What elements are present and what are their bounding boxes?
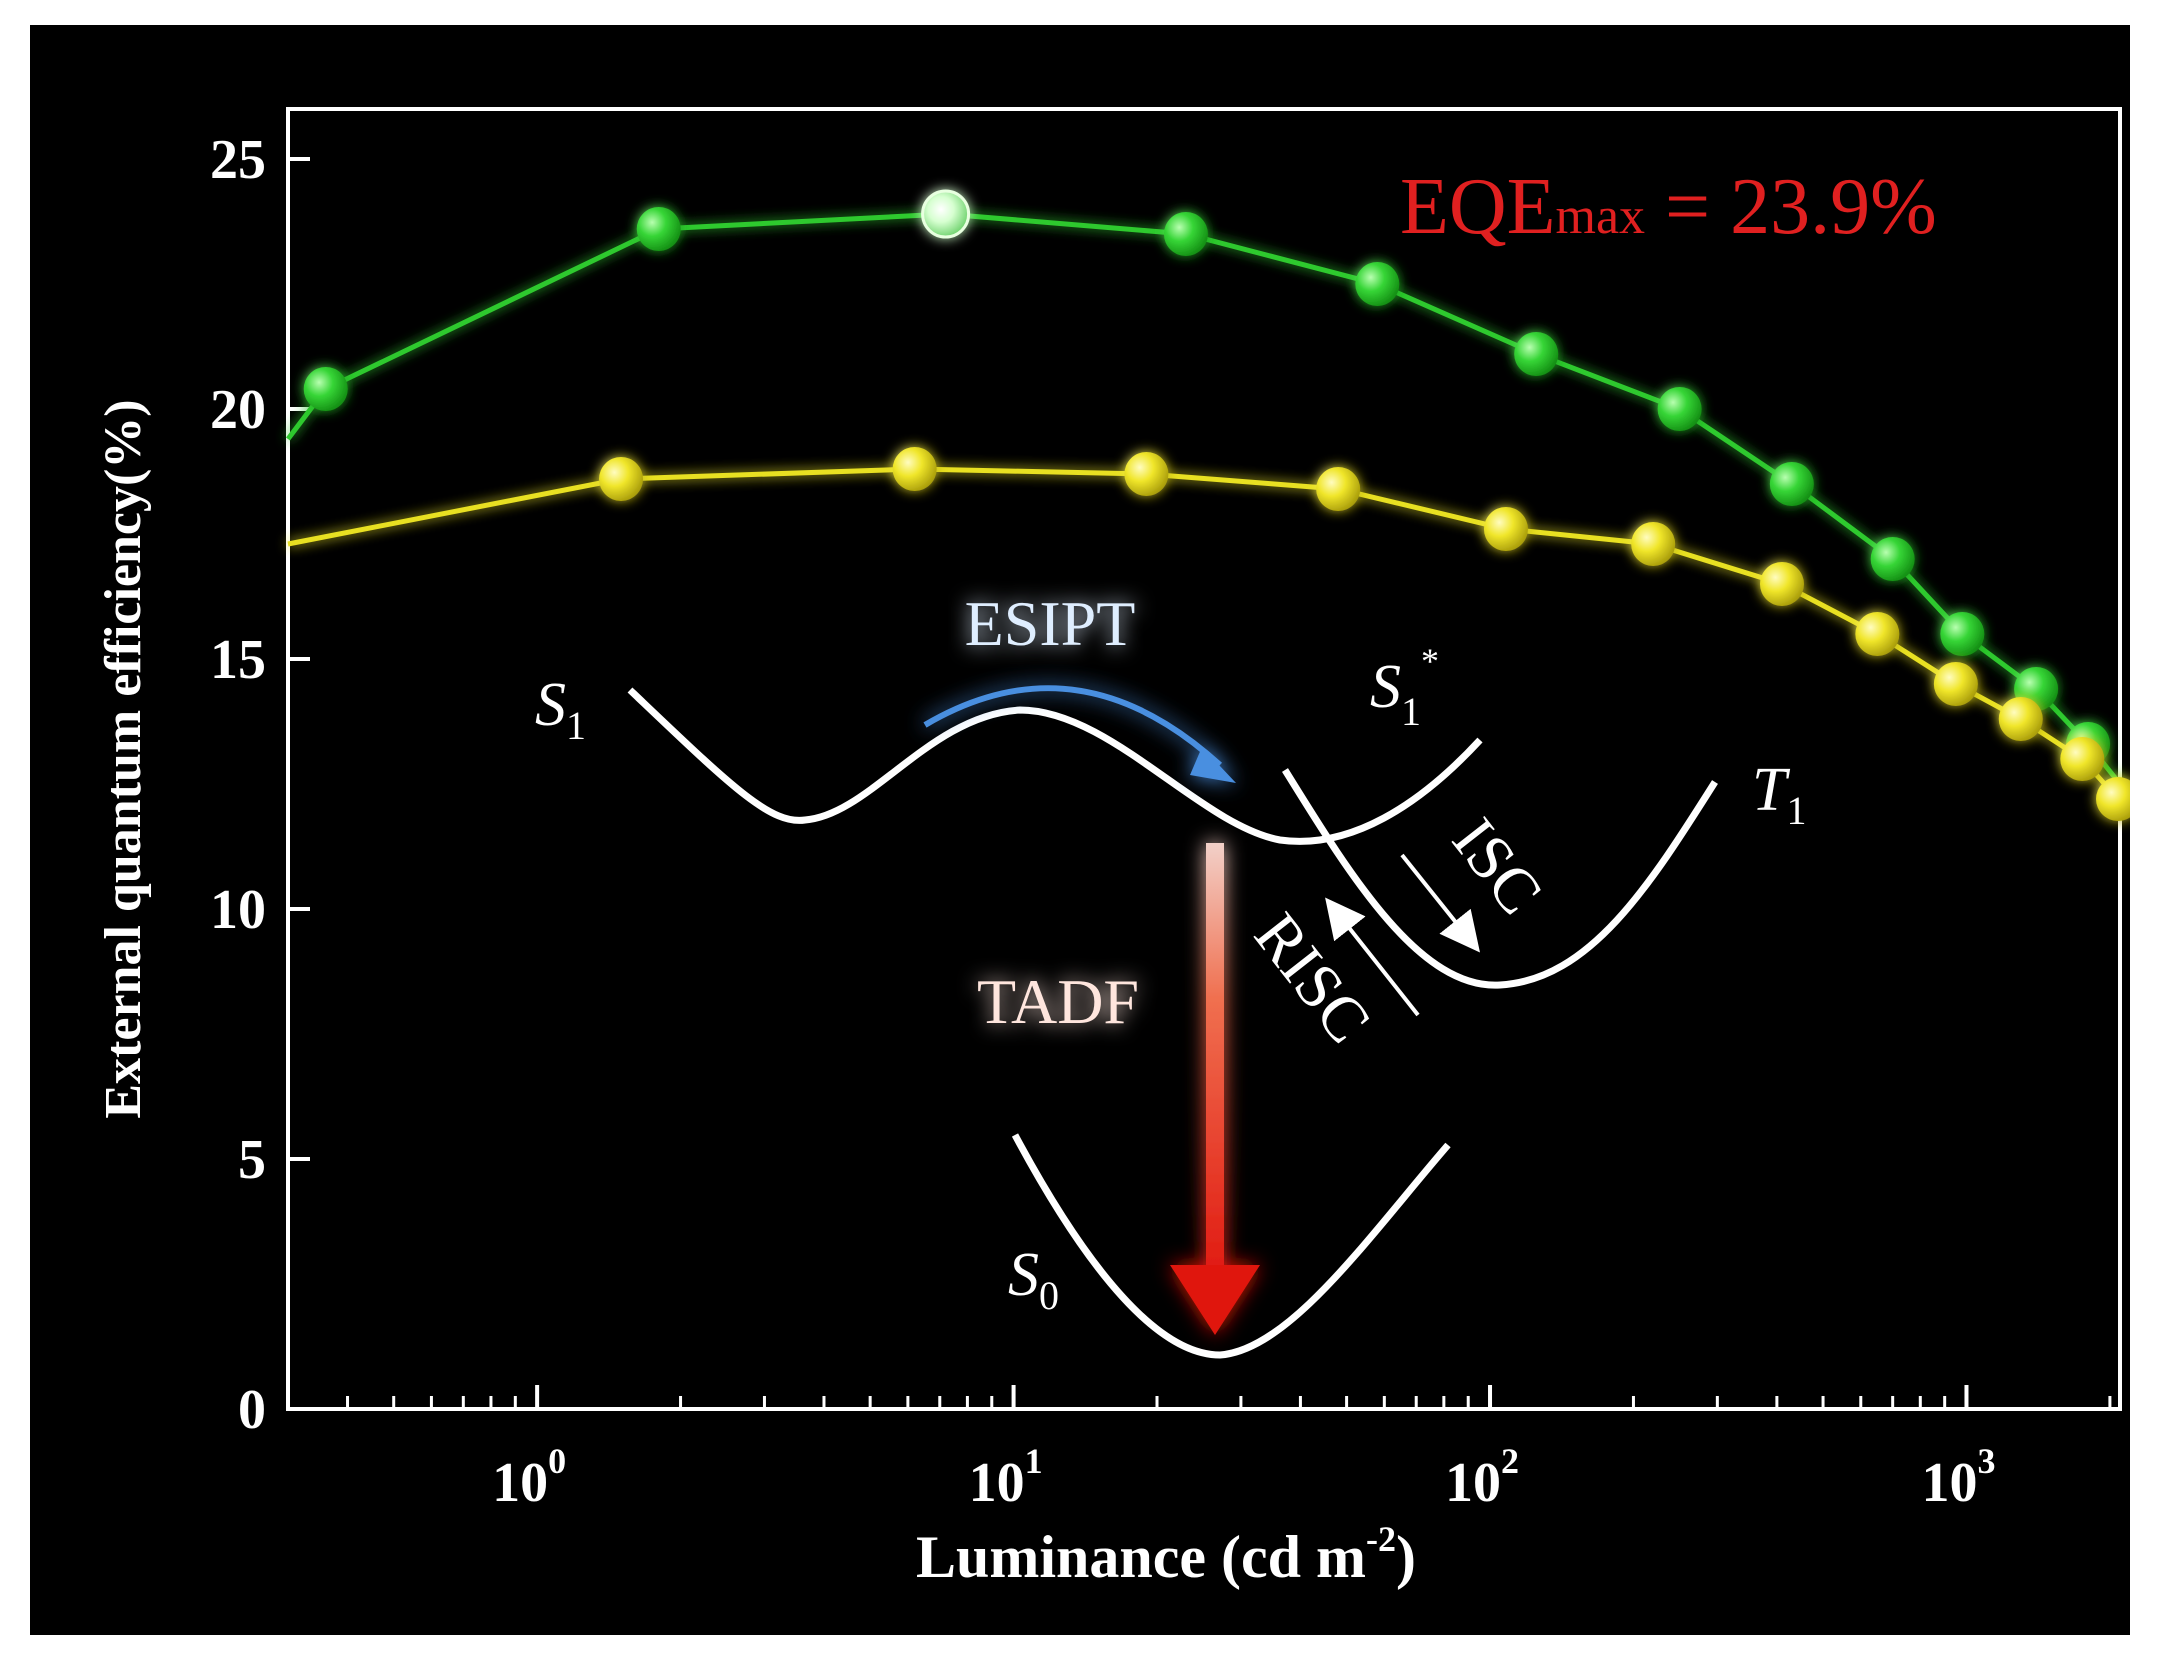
x-tick-label: 103 [1921, 1441, 1995, 1514]
tadf-arrow [1170, 843, 1260, 1335]
s0-label: S0 [1008, 1241, 1059, 1318]
data-point-yellow [1855, 612, 1900, 656]
chart-figure: 0 5 10 15 20 25 100 101 102 103 External quantum … [30, 25, 2130, 1635]
isc-label: ISC [1439, 805, 1556, 927]
data-point-yellow [1933, 662, 1978, 706]
series-layer [286, 189, 2130, 821]
data-point-yellow [599, 457, 644, 501]
y-axis-title: External quantum efficiency(%) [95, 399, 152, 1118]
data-point-green [636, 207, 681, 251]
y-tick-label: 20 [210, 379, 266, 441]
y-tick-label: 15 [210, 629, 266, 691]
x-axis-title-close: ) [1396, 1524, 1416, 1590]
s1-label-main: S [535, 671, 566, 739]
data-point-yellow [1483, 507, 1528, 551]
x-tick-label: 100 [492, 1441, 566, 1514]
data-point-yellow [2060, 737, 2105, 781]
data-point-green [1514, 332, 1559, 376]
t1-potential-curve [1282, 768, 1718, 989]
s0-label-main: S [1008, 1241, 1039, 1309]
risc-label: RISC [1241, 900, 1385, 1056]
data-point-yellow [892, 447, 937, 491]
s1-star-label: S1* [1370, 641, 1439, 734]
data-point-yellow [1124, 452, 1169, 496]
x-tick-label: 101 [969, 1441, 1043, 1514]
data-point-yellow [2096, 777, 2130, 821]
s1-label: S1 [535, 671, 586, 748]
data-point-green [1163, 212, 1208, 256]
s1-star-label-sup: * [1421, 641, 1439, 681]
eqe-max-sub: max [1556, 188, 1646, 245]
data-point-green [1657, 387, 1702, 431]
y-tick-label: 10 [210, 879, 266, 941]
x-tick-label: 102 [1445, 1441, 1519, 1514]
energy-diagram: ESIPT TADF ISC RISC S1 S1* T1 S0 [535, 588, 1806, 1359]
plot-frame [286, 107, 2122, 1411]
series-yellow [287, 447, 2130, 821]
s1-label-sub: 1 [566, 703, 586, 748]
data-point-green [1870, 537, 1915, 581]
t1-label-main: T [1752, 756, 1791, 824]
t1-label-sub: 1 [1786, 788, 1806, 833]
risc-arrow [1325, 897, 1420, 1017]
data-point-green [921, 189, 971, 239]
data-point-green [1940, 612, 1985, 656]
esipt-arrow [923, 685, 1236, 783]
s0-potential-curve [1011, 1133, 1451, 1359]
data-point-green [1355, 262, 1400, 306]
t1-label: T1 [1752, 756, 1806, 833]
eqe-max-prefix: EQE [1400, 163, 1556, 251]
y-tick-label: 0 [238, 1379, 266, 1441]
esipt-label: ESIPT [965, 588, 1136, 659]
eqe-max-annotation: EQEmax = 23.9% [1400, 163, 1937, 251]
data-point-green [1769, 462, 1814, 506]
y-tick-label: 5 [238, 1129, 266, 1191]
data-point-yellow [1759, 562, 1804, 606]
tadf-label: TADF [977, 966, 1139, 1037]
data-point-yellow [1998, 697, 2043, 741]
y-tick-label: 25 [210, 129, 266, 191]
x-axis-title-sup: -2 [1366, 1519, 1396, 1559]
eqe-max-suffix: = 23.9% [1645, 163, 1937, 251]
x-axis-title: Luminance (cd m-2) [916, 1519, 1416, 1590]
data-point-yellow [1631, 522, 1676, 566]
s1-star-label-sub: 1 [1401, 689, 1421, 734]
x-axis-title-main: Luminance (cd m [916, 1524, 1366, 1590]
data-point-yellow [1316, 467, 1361, 511]
isc-arrow [1400, 853, 1480, 953]
s1-star-label-main: S [1370, 653, 1401, 721]
data-point-green [303, 367, 348, 411]
s1-potential-curve [627, 687, 1483, 845]
s0-label-sub: 0 [1039, 1273, 1059, 1318]
